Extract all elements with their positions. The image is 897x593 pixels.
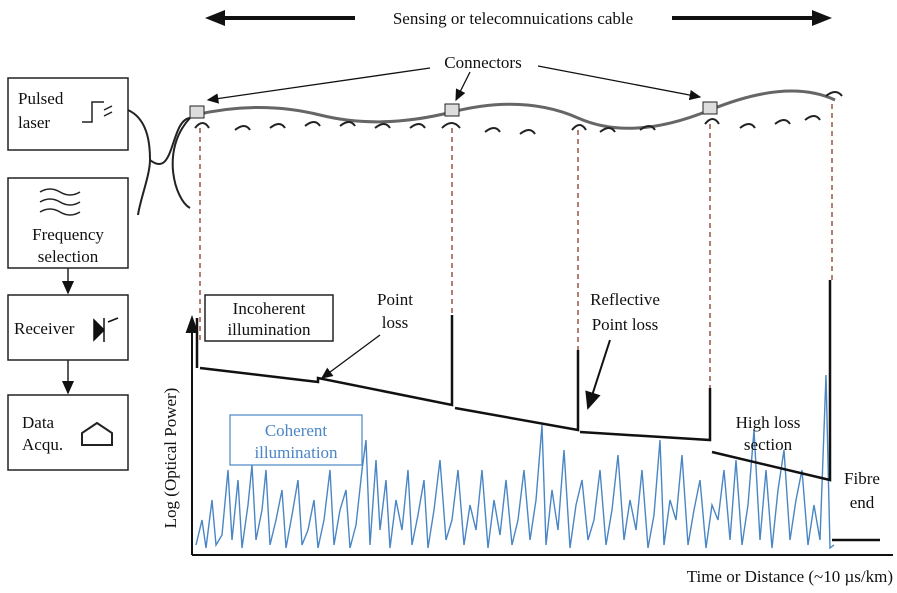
reflective-label: Reflective (590, 290, 660, 309)
fibre-end-label: Fibre (844, 469, 880, 488)
reflective-arrow (585, 339, 611, 410)
reflective-label: Point loss (592, 315, 659, 334)
coherent-label: illumination (254, 443, 338, 462)
frequency-label: selection (38, 247, 99, 266)
data-box (7, 394, 129, 471)
point-loss-arrow (320, 334, 381, 379)
coherent-trace (195, 374, 835, 550)
pulsed-laser-label: laser (18, 113, 50, 132)
high-loss-label: section (744, 435, 793, 454)
connector-arrows (206, 65, 702, 104)
incoherent-label: illumination (227, 320, 311, 339)
pulsed-laser-label: Pulsed (18, 89, 64, 108)
axes (185, 315, 893, 556)
dashed-guides (199, 104, 833, 390)
scatter-symbols (194, 91, 843, 135)
connectors (189, 101, 718, 119)
y-axis-label: Log (Optical Power) (161, 388, 180, 529)
x-axis-label: Time or Distance (~10 µs/km) (687, 567, 893, 586)
high-loss-label: High loss (736, 413, 801, 432)
fibre-cable (194, 89, 836, 130)
cable-label: Sensing or telecomnuications cable (393, 9, 633, 28)
data-icon (81, 421, 113, 446)
data-label: Data (22, 413, 55, 432)
frequency-label: Frequency (32, 225, 104, 244)
connectors-label: Connectors (444, 53, 521, 72)
incoherent-box (204, 294, 334, 342)
point-loss-label: Point (377, 290, 413, 309)
pulse-icon (82, 101, 113, 123)
diode-icon (93, 317, 119, 342)
receiver-label: Receiver (14, 319, 75, 338)
coupler (127, 109, 191, 216)
incoherent-trace (195, 280, 880, 542)
fibre-end-label: end (850, 493, 875, 512)
incoherent-label: Incoherent (233, 299, 306, 318)
point-loss-label: loss (382, 313, 408, 332)
cable-arrow (205, 10, 832, 26)
frequency-box (7, 177, 129, 269)
coherent-box (229, 414, 363, 466)
data-label: Acqu. (22, 435, 63, 454)
filter-icon (39, 188, 81, 216)
coherent-label: Coherent (265, 421, 328, 440)
